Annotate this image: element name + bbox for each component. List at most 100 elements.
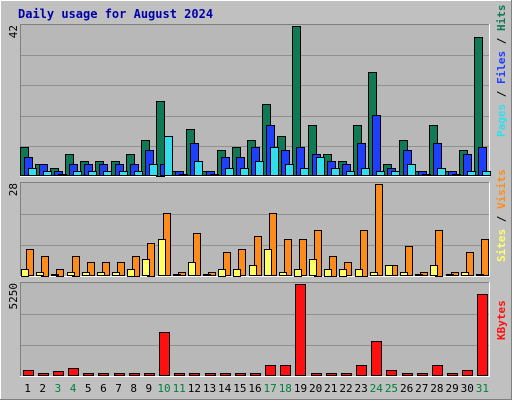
bar-sites-day-19 bbox=[294, 269, 302, 277]
bar-visits-day-6 bbox=[102, 262, 110, 276]
bar-visits-day-2 bbox=[41, 256, 49, 277]
day-label-23: 23 bbox=[355, 382, 368, 395]
bar-sites-day-17 bbox=[264, 249, 272, 276]
bar-visits-day-19 bbox=[299, 239, 307, 276]
bar-sites-day-11 bbox=[173, 274, 181, 276]
bar-pages-day-13 bbox=[210, 174, 219, 176]
day-label-9: 9 bbox=[146, 382, 153, 395]
bar-kbytes-day-29 bbox=[447, 373, 458, 376]
bar-sites-day-12 bbox=[188, 262, 196, 276]
bar-sites-day-1 bbox=[21, 269, 29, 277]
bar-pages-day-14 bbox=[225, 168, 234, 176]
bar-pages-day-7 bbox=[119, 171, 128, 176]
bar-pages-day-28 bbox=[437, 168, 446, 176]
day-label-17: 17 bbox=[264, 382, 277, 395]
bar-kbytes-day-12 bbox=[189, 373, 200, 376]
bar-pages-day-16 bbox=[255, 161, 264, 176]
day-label-18: 18 bbox=[279, 382, 292, 395]
day-label-12: 12 bbox=[188, 382, 201, 395]
bar-pages-day-18 bbox=[285, 164, 294, 176]
bar-kbytes-day-13 bbox=[205, 373, 216, 376]
bar-kbytes-day-25 bbox=[386, 370, 397, 376]
bar-visits-day-30 bbox=[466, 252, 474, 276]
bar-visits-day-5 bbox=[87, 262, 95, 276]
bar-sites-day-4 bbox=[67, 272, 75, 276]
bar-pages-day-21 bbox=[331, 168, 340, 176]
bar-kbytes-day-28 bbox=[432, 365, 443, 376]
bar-pages-day-27 bbox=[422, 174, 431, 176]
bar-kbytes-day-22 bbox=[341, 373, 352, 376]
bar-pages-day-24 bbox=[376, 171, 385, 176]
bar-kbytes-day-24 bbox=[371, 341, 382, 376]
chart-title: Daily usage for August 2024 bbox=[18, 7, 214, 21]
bar-sites-day-24 bbox=[370, 272, 378, 276]
bar-kbytes-day-15 bbox=[235, 373, 246, 376]
bar-kbytes-day-20 bbox=[311, 373, 322, 376]
bar-kbytes-day-26 bbox=[402, 373, 413, 376]
bar-sites-day-25 bbox=[385, 265, 393, 276]
day-label-29: 29 bbox=[445, 382, 458, 395]
day-label-27: 27 bbox=[415, 382, 428, 395]
bar-visits-day-15 bbox=[238, 249, 246, 276]
right-label-middle: Sites / Visits bbox=[495, 169, 508, 262]
bar-visits-day-12 bbox=[193, 233, 201, 276]
bar-sites-day-8 bbox=[127, 269, 135, 277]
bar-kbytes-day-4 bbox=[68, 368, 79, 376]
bar-sites-day-29 bbox=[446, 274, 454, 276]
bar-pages-day-20 bbox=[316, 157, 325, 176]
bar-pages-day-1 bbox=[28, 168, 37, 176]
bar-visits-day-8 bbox=[132, 256, 140, 277]
day-label-3: 3 bbox=[55, 382, 62, 395]
bar-visits-day-17 bbox=[269, 213, 277, 276]
bar-pages-day-19 bbox=[300, 168, 309, 176]
bar-sites-day-9 bbox=[142, 259, 150, 276]
day-label-15: 15 bbox=[233, 382, 246, 395]
day-label-25: 25 bbox=[385, 382, 398, 395]
bar-kbytes-day-1 bbox=[23, 370, 34, 376]
day-label-13: 13 bbox=[203, 382, 216, 395]
bar-kbytes-day-5 bbox=[83, 373, 94, 376]
bar-pages-day-22 bbox=[346, 171, 355, 176]
bar-sites-day-3 bbox=[51, 274, 59, 276]
bar-pages-day-10 bbox=[164, 136, 173, 176]
bar-kbytes-day-8 bbox=[129, 373, 140, 376]
day-label-5: 5 bbox=[85, 382, 92, 395]
bar-visits-day-4 bbox=[72, 256, 80, 277]
bar-sites-day-22 bbox=[339, 269, 347, 277]
ymax-label-middle: 28 bbox=[7, 183, 20, 196]
bar-visits-day-3 bbox=[56, 269, 64, 277]
label-separator: / bbox=[495, 84, 508, 104]
right-label-bottom: KBytes bbox=[495, 300, 508, 340]
bar-kbytes-day-21 bbox=[326, 373, 337, 376]
bar-pages-day-26 bbox=[407, 164, 416, 176]
bar-pages-day-23 bbox=[361, 168, 370, 176]
bar-sites-day-21 bbox=[324, 269, 332, 277]
bar-sites-day-27 bbox=[415, 274, 423, 276]
bar-visits-day-18 bbox=[284, 239, 292, 276]
bar-pages-day-30 bbox=[467, 171, 476, 176]
ymax-label-bottom: 5250 bbox=[7, 283, 20, 310]
bar-kbytes-day-23 bbox=[356, 365, 367, 376]
bar-pages-day-29 bbox=[452, 174, 461, 176]
bar-kbytes-day-10 bbox=[159, 332, 170, 376]
bar-sites-day-31 bbox=[476, 274, 484, 276]
day-label-30: 30 bbox=[461, 382, 474, 395]
bar-pages-day-17 bbox=[270, 147, 279, 176]
bar-kbytes-day-9 bbox=[144, 373, 155, 376]
label-separator: / bbox=[495, 31, 508, 51]
day-label-19: 19 bbox=[294, 382, 307, 395]
bar-pages-day-9 bbox=[149, 164, 158, 176]
bar-pages-day-6 bbox=[103, 171, 112, 176]
bar-visits-day-24 bbox=[375, 184, 383, 276]
bar-sites-day-10 bbox=[158, 239, 166, 276]
day-label-24: 24 bbox=[370, 382, 384, 395]
bar-kbytes-day-14 bbox=[220, 373, 231, 376]
legend-visits: Visits bbox=[495, 169, 508, 209]
bar-pages-day-15 bbox=[240, 168, 249, 176]
bar-sites-day-26 bbox=[400, 272, 408, 276]
bar-visits-day-16 bbox=[254, 236, 262, 276]
bar-visits-day-28 bbox=[435, 230, 443, 277]
bar-kbytes-day-3 bbox=[53, 371, 64, 376]
day-label-10: 10 bbox=[157, 382, 170, 395]
